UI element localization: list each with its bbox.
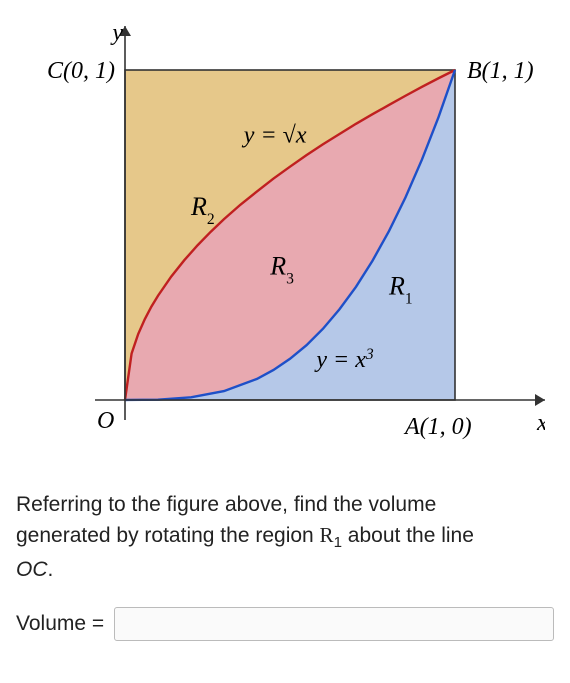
region-subscript: 1 [334, 535, 342, 552]
svg-text:y = √x: y = √x [242, 123, 307, 149]
svg-text:B(1, 1): B(1, 1) [467, 58, 534, 84]
svg-text:O: O [97, 408, 114, 434]
answer-row: Volume = [16, 607, 554, 641]
line-name: OC [16, 558, 48, 581]
volume-input[interactable] [114, 607, 554, 641]
question-line2b: about the line [342, 524, 474, 547]
svg-text:C(0, 1): C(0, 1) [47, 58, 115, 84]
answer-label: Volume = [16, 612, 104, 636]
question-line1: Referring to the figure above, find the … [16, 493, 436, 516]
question-period: . [48, 558, 54, 581]
svg-text:x: x [536, 410, 545, 436]
svg-text:A(1, 0): A(1, 0) [403, 414, 472, 440]
svg-text:y = x3: y = x3 [314, 346, 374, 374]
svg-text:y: y [110, 20, 123, 46]
chart-svg: xyOC(0, 1)B(1, 1)A(1, 0)y = √xy = x3R1R2… [25, 20, 545, 460]
question-text: Referring to the figure above, find the … [16, 490, 554, 585]
region-symbol: R [320, 523, 334, 547]
question-line2a: generated by rotating the region [16, 524, 320, 547]
figure-container: xyOC(0, 1)B(1, 1)A(1, 0)y = √xy = x3R1R2… [25, 20, 545, 460]
